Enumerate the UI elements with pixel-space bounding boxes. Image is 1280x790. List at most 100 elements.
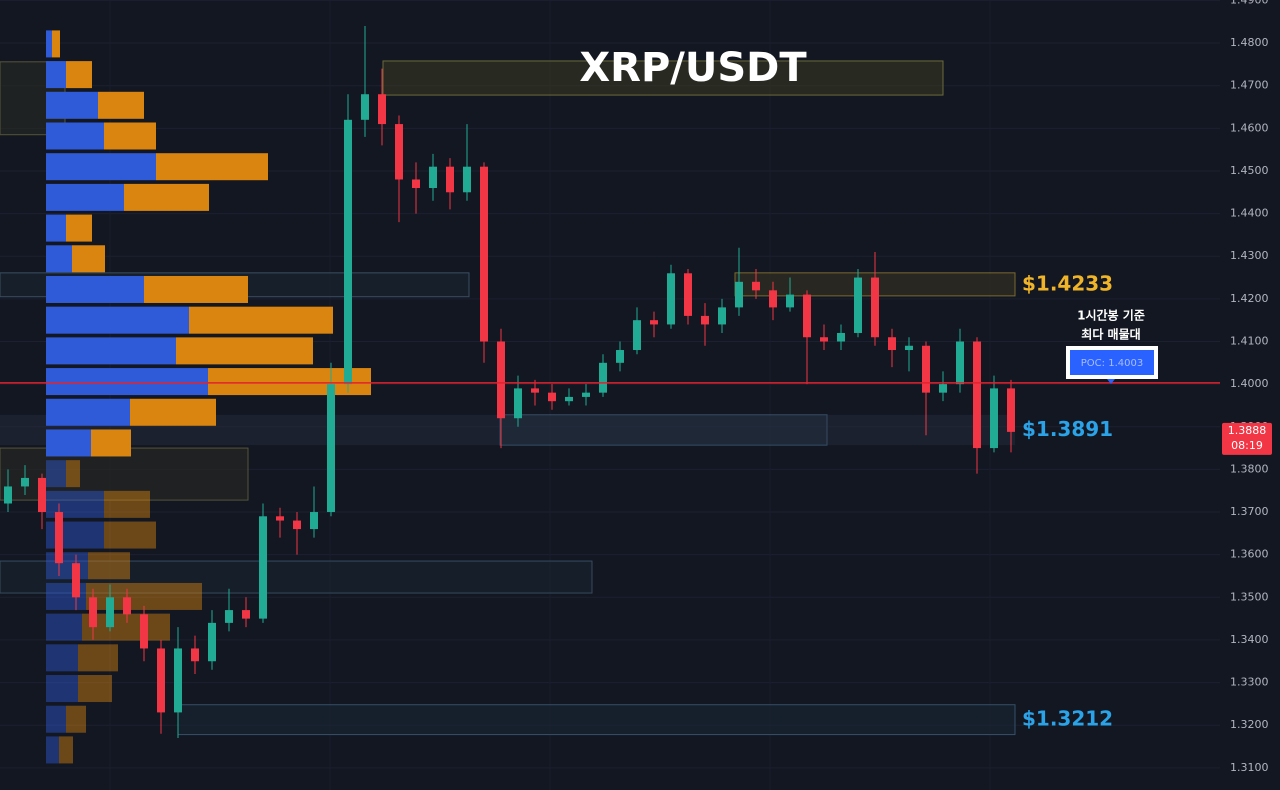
y-tick-label: 1.3100 — [1230, 761, 1269, 774]
profile-buy — [46, 153, 156, 181]
candle-body — [157, 648, 165, 713]
candle-body — [752, 281, 760, 291]
profile-buy — [46, 306, 189, 334]
candle-body — [616, 350, 624, 363]
candle-body — [106, 597, 114, 628]
profile-buy — [46, 368, 208, 396]
profile-sell — [124, 183, 209, 211]
poc-box — [1070, 350, 1154, 375]
profile-sell — [66, 705, 86, 733]
profile-buy — [46, 552, 88, 580]
candle-body — [735, 281, 743, 308]
profile-sell — [52, 30, 60, 58]
profile-buy — [46, 705, 66, 733]
candle-body — [412, 179, 420, 189]
y-tick-label: 1.3700 — [1230, 505, 1269, 518]
y-tick-label: 1.3300 — [1230, 676, 1269, 689]
zone — [499, 414, 828, 446]
profile-sell — [104, 521, 156, 549]
candle-body — [837, 332, 845, 342]
profile-buy — [46, 675, 78, 703]
zone — [0, 560, 593, 594]
profile-sell — [130, 398, 216, 426]
y-tick-label: 1.4000 — [1230, 377, 1269, 390]
candle-body — [871, 277, 879, 338]
y-tick-label: 1.3600 — [1230, 548, 1269, 561]
candle-body — [650, 320, 658, 325]
candle-body — [769, 290, 777, 308]
candle-body — [225, 610, 233, 623]
candle-body — [531, 388, 539, 393]
price-tag-countdown: 08:19 — [1231, 439, 1263, 452]
profile-sell — [104, 122, 156, 150]
profile-sell — [66, 460, 80, 488]
profile-buy — [46, 91, 98, 119]
price-tag-value: 1.3888 — [1228, 424, 1267, 437]
y-tick-label: 1.4900 — [1230, 0, 1269, 6]
profile-buy — [46, 30, 52, 58]
candle-body — [667, 273, 675, 325]
y-tick-label: 1.4300 — [1230, 249, 1269, 262]
profile-buy — [46, 275, 144, 303]
y-tick-label: 1.4200 — [1230, 292, 1269, 305]
candle-body — [361, 94, 369, 120]
candle-body — [514, 388, 522, 419]
profile-sell — [91, 429, 131, 457]
profile-buy — [46, 736, 59, 764]
candle-body — [973, 341, 981, 449]
zone — [382, 60, 944, 96]
candle-body — [378, 94, 386, 125]
profile-buy — [46, 613, 82, 641]
profile-sell — [144, 275, 248, 303]
candle-body — [820, 337, 828, 342]
candle-body — [905, 345, 913, 351]
candle-body — [480, 166, 488, 342]
profile-buy — [46, 429, 91, 457]
profile-sell — [78, 675, 112, 703]
candle-body — [990, 388, 998, 449]
candle-body — [55, 512, 63, 564]
candle-body — [582, 392, 590, 397]
candle-body — [89, 597, 97, 628]
candle-body — [922, 345, 930, 393]
y-tick-label: 1.3500 — [1230, 590, 1269, 603]
candle-body — [38, 477, 46, 513]
chart-title: XRP/USDT — [579, 45, 807, 91]
profile-buy — [46, 398, 130, 426]
profile-buy — [46, 521, 104, 549]
y-tick-label: 1.4800 — [1230, 36, 1269, 49]
candle-body — [429, 166, 437, 189]
candle-body — [208, 622, 216, 662]
profile-sell — [156, 153, 268, 181]
candle-body — [1007, 388, 1015, 432]
candle-body — [140, 614, 148, 649]
profile-sell — [66, 61, 92, 89]
profile-sell — [78, 644, 118, 672]
profile-sell — [88, 552, 130, 580]
poc-pointer — [1107, 379, 1115, 384]
poc-label: POC: 1.4003 — [1081, 358, 1143, 369]
candle-body — [463, 166, 471, 193]
candle-body — [259, 516, 267, 619]
level-label: $1.3891 — [1022, 417, 1113, 441]
profile-buy — [46, 337, 176, 365]
candle-body — [701, 315, 709, 325]
annotation: 1시간봉 기준 — [1077, 308, 1145, 323]
profile-sell — [98, 91, 144, 119]
price-tag — [1222, 422, 1272, 455]
candle-body — [548, 392, 556, 402]
profile-buy — [46, 214, 66, 242]
candle-body — [293, 520, 301, 530]
candle-body — [310, 512, 318, 530]
candle-body — [854, 277, 862, 333]
candle-body — [888, 337, 896, 351]
profile-sell — [72, 245, 105, 273]
candle-body — [123, 597, 131, 615]
profile-sell — [66, 214, 92, 242]
candle-body — [956, 341, 964, 385]
level-label: $1.4233 — [1022, 271, 1113, 295]
profile-buy — [46, 183, 124, 211]
candle-body — [276, 516, 284, 521]
annotation: 최다 매물대 — [1081, 327, 1140, 342]
